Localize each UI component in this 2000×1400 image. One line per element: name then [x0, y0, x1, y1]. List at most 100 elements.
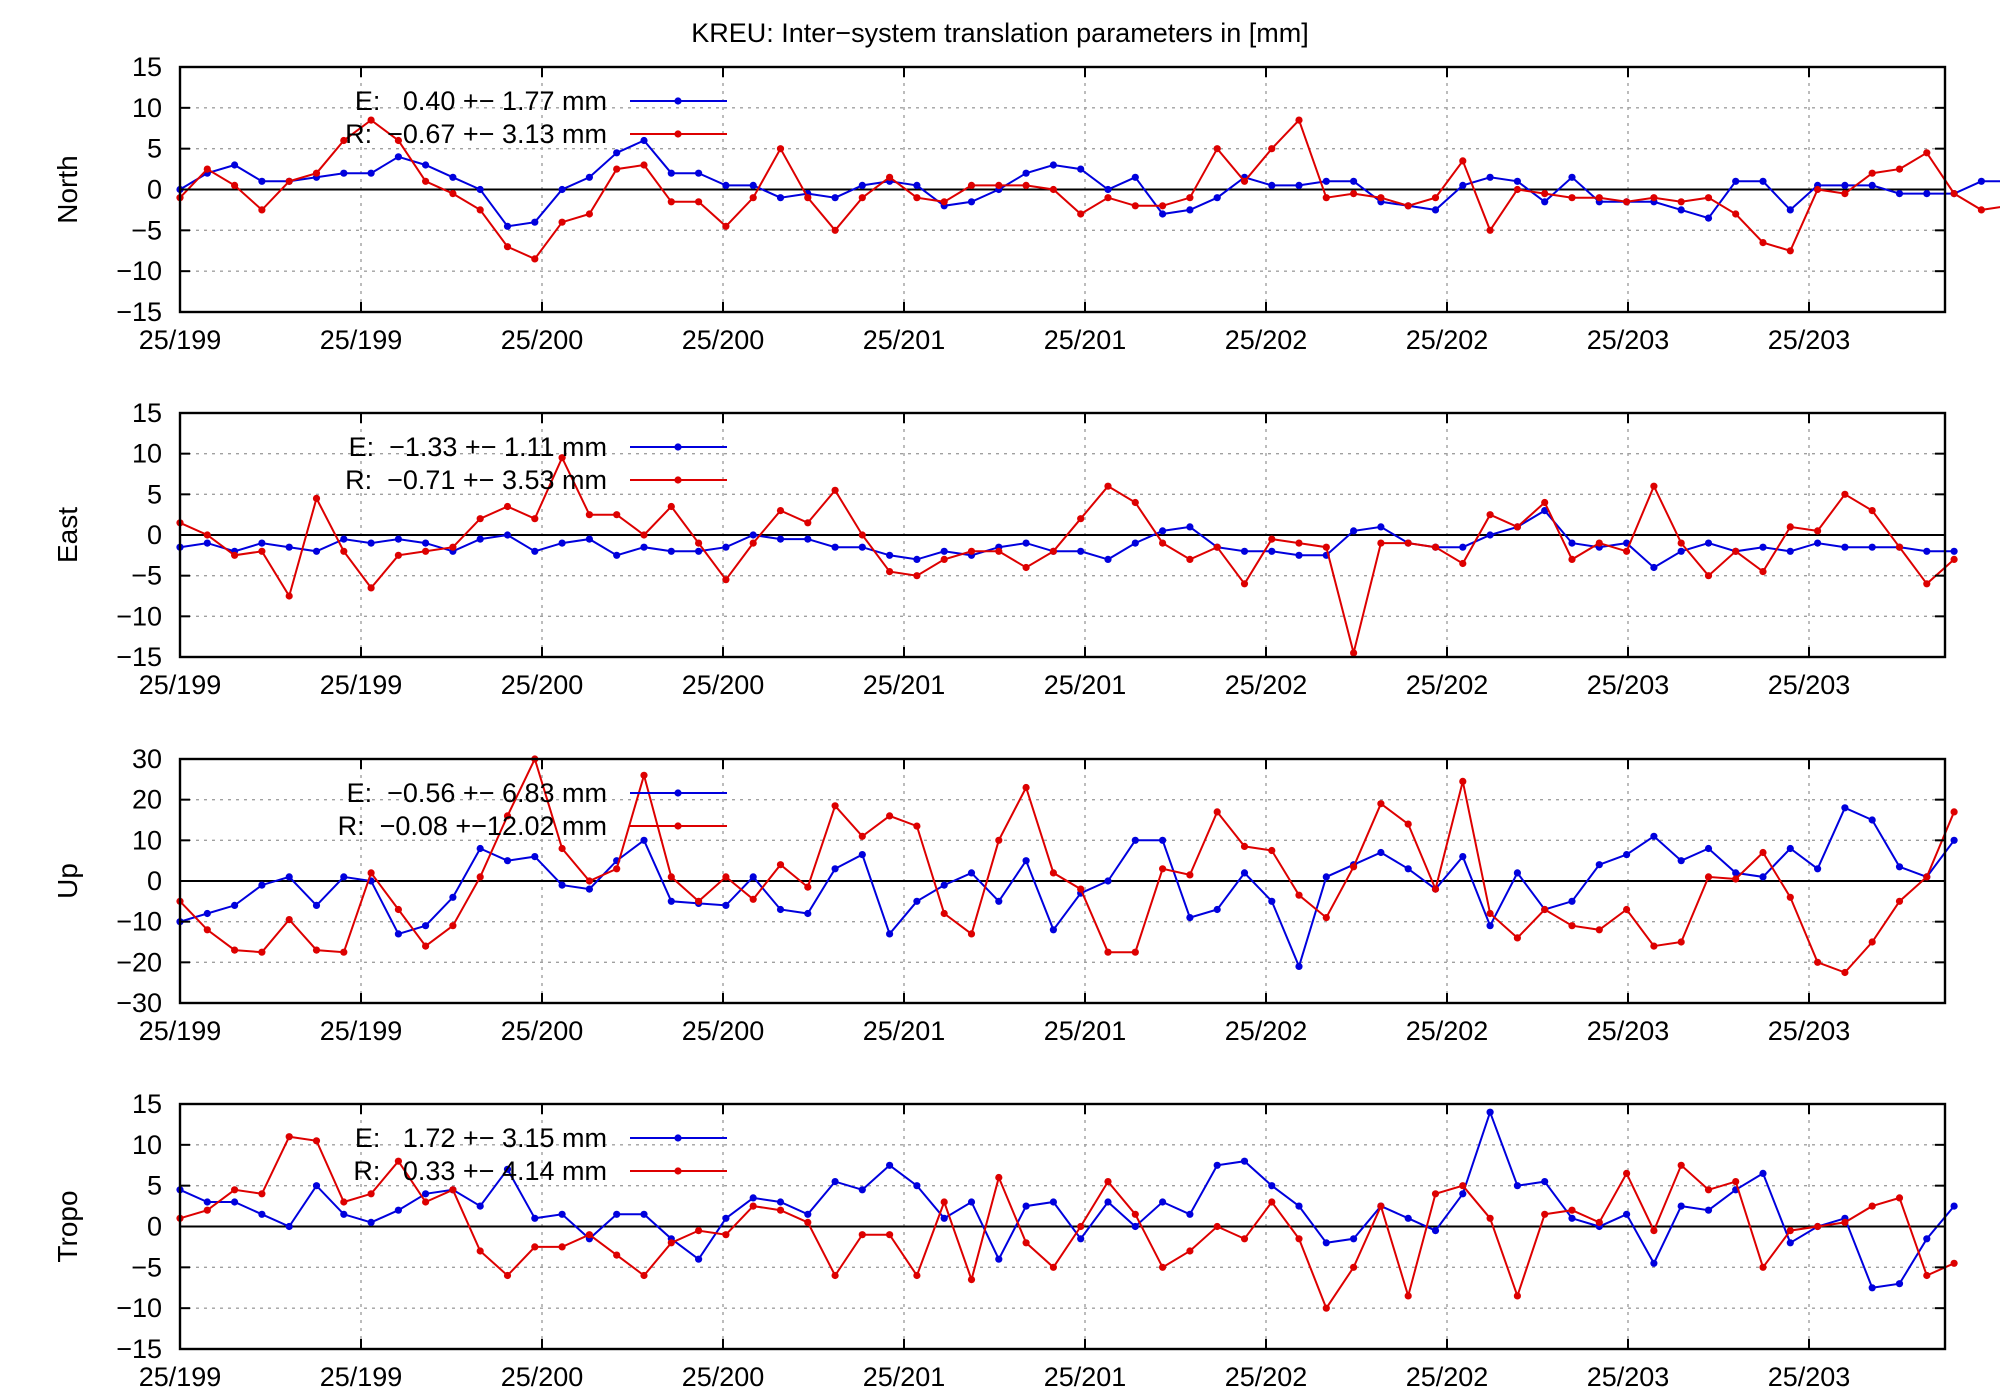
data-point-r: [1077, 210, 1085, 218]
data-point-r: [367, 584, 375, 592]
data-point-r: [613, 511, 621, 519]
data-point-r: [1240, 842, 1249, 851]
x-tick-label: 25/199: [320, 670, 403, 700]
data-point-e: [804, 909, 812, 918]
data-point-e: [1786, 206, 1794, 214]
x-tick-label: 25/199: [320, 1016, 403, 1046]
data-point-e: [285, 1222, 293, 1231]
x-tick-label: 25/201: [1044, 1016, 1127, 1046]
data-point-r: [722, 873, 730, 881]
data-point-r: [312, 1137, 321, 1145]
data-point-e: [1677, 547, 1685, 555]
data-point-e: [1322, 177, 1330, 185]
y-tick-label: −5: [131, 215, 162, 245]
data-point-e: [831, 1178, 839, 1186]
data-point-e: [503, 222, 512, 230]
data-point-r: [1541, 190, 1549, 198]
data-point-r: [1923, 580, 1931, 588]
y-tick-label: 0: [147, 520, 162, 550]
data-point-r: [1350, 1263, 1358, 1271]
data-point-e: [1404, 1214, 1412, 1222]
data-point-r: [476, 873, 484, 881]
data-point-e: [312, 547, 321, 555]
data-point-e: [776, 535, 785, 543]
data-point-r: [1868, 169, 1876, 177]
data-point-r: [1923, 149, 1931, 157]
data-point-e: [1541, 507, 1549, 515]
x-tick-label: 25/200: [682, 1016, 765, 1046]
data-point-r: [340, 1198, 348, 1206]
data-point-r: [1377, 194, 1385, 202]
data-point-e: [1677, 206, 1685, 214]
data-point-r: [749, 539, 757, 547]
y-tick-label: 10: [132, 439, 162, 469]
series-line-e: [179, 139, 2000, 228]
data-point-r: [667, 198, 675, 206]
data-point-e: [476, 1202, 484, 1210]
data-point-r: [1868, 507, 1876, 515]
data-point-e: [1131, 1222, 1139, 1231]
data-point-e: [1486, 922, 1494, 930]
data-point-e: [1841, 543, 1849, 551]
data-point-r: [1131, 202, 1139, 210]
y-tick-label: −5: [131, 1252, 162, 1282]
data-point-e: [1486, 173, 1494, 181]
data-point-r: [1868, 1202, 1876, 1210]
data-point-e: [1213, 905, 1221, 914]
data-point-e: [1186, 523, 1194, 531]
data-point-r: [1568, 922, 1576, 930]
data-point-e: [1240, 547, 1249, 555]
data-point-e: [531, 547, 539, 555]
y-tick-label: −10: [116, 907, 162, 937]
data-point-e: [1868, 1284, 1876, 1292]
data-point-r: [422, 177, 430, 185]
data-point-r: [503, 243, 512, 251]
data-point-e: [1049, 1198, 1057, 1206]
y-tick-label: 10: [132, 1130, 162, 1160]
legend-label-r: R: −0.71 +− 3.53 mm: [345, 465, 607, 495]
data-point-r: [231, 946, 239, 954]
data-point-e: [394, 153, 402, 161]
data-point-r: [940, 1198, 948, 1206]
data-point-e: [1650, 563, 1658, 572]
y-axis-label: East: [52, 507, 83, 563]
data-point-r: [695, 1227, 703, 1235]
data-point-e: [667, 169, 675, 177]
data-point-r: [1104, 948, 1112, 956]
data-point-e: [1077, 165, 1085, 173]
legend-marker-r: [674, 476, 682, 484]
data-point-e: [1240, 869, 1249, 877]
x-tick-label: 25/202: [1225, 670, 1308, 700]
legend-marker-r: [674, 1167, 682, 1175]
x-tick-label: 25/203: [1587, 1362, 1670, 1392]
data-point-r: [1131, 1210, 1139, 1218]
data-point-r: [1650, 942, 1658, 950]
data-point-r: [1377, 539, 1385, 547]
data-point-e: [1950, 1202, 1958, 1210]
data-point-r: [558, 218, 566, 226]
data-point-e: [940, 881, 948, 889]
data-point-e: [558, 1210, 566, 1218]
data-point-r: [312, 494, 321, 502]
y-tick-label: 15: [132, 398, 162, 428]
data-point-r: [1650, 194, 1658, 202]
data-point-e: [558, 539, 566, 547]
data-point-r: [1049, 1263, 1057, 1271]
data-point-e: [1022, 857, 1030, 865]
data-point-e: [1950, 547, 1958, 555]
data-point-e: [1541, 1178, 1549, 1186]
data-point-e: [858, 181, 866, 189]
data-point-e: [531, 853, 539, 861]
data-point-r: [1513, 185, 1521, 194]
data-point-e: [1650, 1259, 1658, 1267]
data-point-e: [558, 881, 566, 889]
data-point-e: [640, 136, 648, 145]
data-point-r: [1049, 547, 1057, 555]
data-point-r: [1786, 247, 1794, 255]
data-point-r: [1650, 1227, 1658, 1235]
y-tick-label: −20: [116, 947, 162, 977]
data-point-e: [531, 1214, 539, 1222]
data-point-r: [1350, 190, 1358, 198]
